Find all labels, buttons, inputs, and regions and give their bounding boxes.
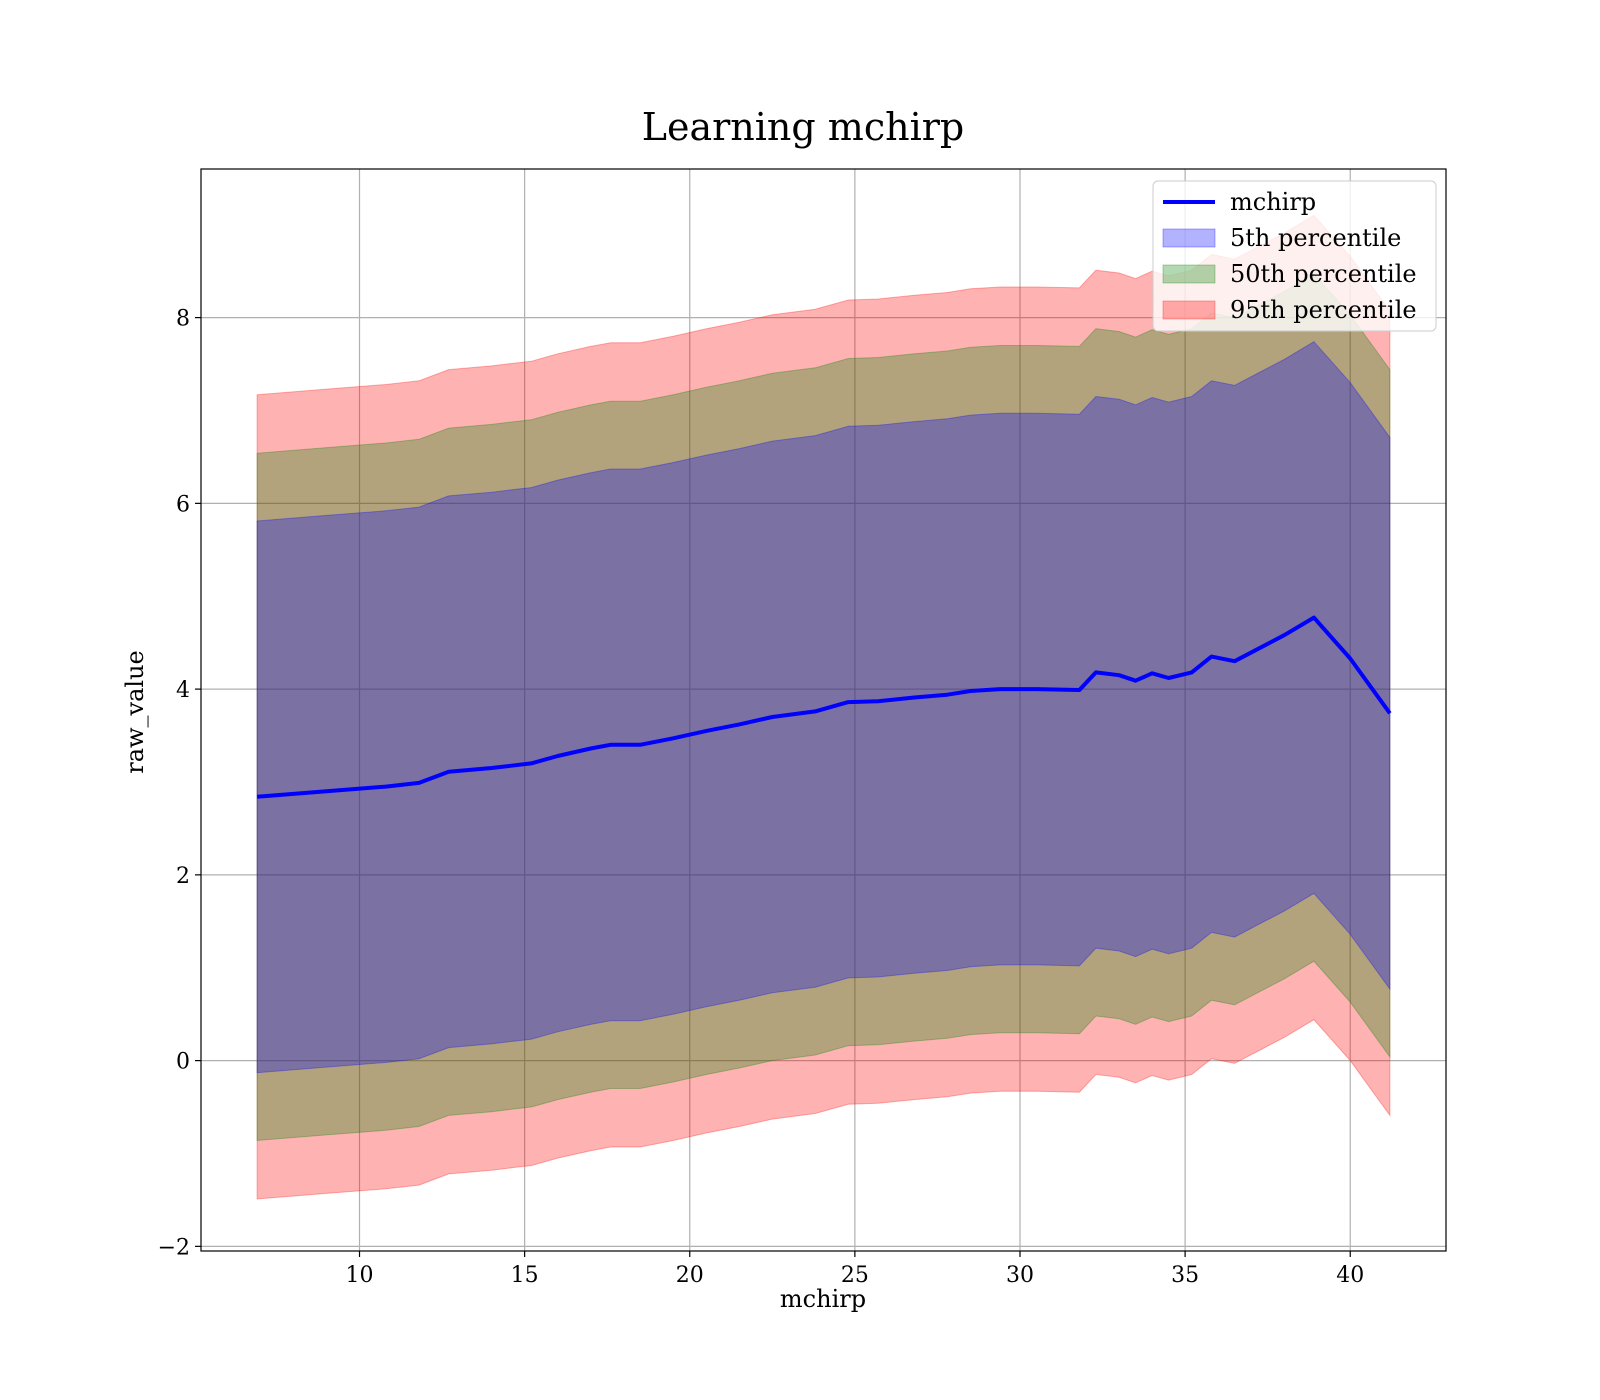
plot-frame xyxy=(200,168,1447,1252)
x-tick-label: 15 xyxy=(511,1263,539,1288)
y-tick-label: 6 xyxy=(176,492,190,517)
legend-label: 95th percentile xyxy=(1230,296,1417,324)
legend-label: 5th percentile xyxy=(1230,224,1401,252)
tick-layer: 10 15 20 25 30 35 40 −2 0 2 4 6 8 xyxy=(158,307,1365,1288)
legend-swatch-5th-percentile xyxy=(1162,228,1216,248)
chart-title: Learning mchirp xyxy=(642,105,964,149)
y-tick-label: 0 xyxy=(176,1050,190,1075)
y-tick-label: 8 xyxy=(176,307,190,332)
y-axis-label: raw_value xyxy=(121,650,149,774)
x-tick-label: 40 xyxy=(1336,1263,1364,1288)
legend-swatch-95th-percentile xyxy=(1162,300,1216,320)
x-tick-label: 25 xyxy=(841,1263,869,1288)
legend: mchirp 5th percentile 50th percentile 95th … xyxy=(1152,180,1437,332)
x-tick-label: 10 xyxy=(346,1263,374,1288)
y-tick-label: 4 xyxy=(176,678,190,703)
legend-swatch-50th-percentile xyxy=(1162,264,1216,284)
legend-label: 50th percentile xyxy=(1230,260,1417,288)
y-tick-label: −2 xyxy=(158,1235,190,1260)
legend-label: mchirp xyxy=(1230,188,1316,216)
x-tick-label: 30 xyxy=(1006,1263,1034,1288)
y-tick-label: 2 xyxy=(176,864,190,889)
legend-box xyxy=(1152,180,1437,332)
x-tick-label: 20 xyxy=(676,1263,704,1288)
line-layer xyxy=(256,615,1392,799)
x-tick-label: 35 xyxy=(1171,1263,1199,1288)
x-axis-label: mchirp xyxy=(780,1285,866,1313)
mchirp-line xyxy=(256,615,1392,799)
